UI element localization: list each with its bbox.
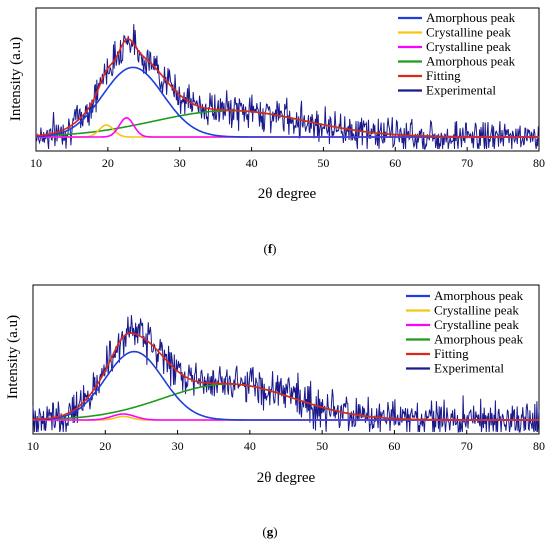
plot-frame	[35, 7, 540, 152]
x-tick-label: 60	[389, 156, 401, 170]
y-axis-label: Intensity (a.u)	[8, 37, 24, 121]
x-ticks: 10 20 30 40 50 60 70 80	[27, 430, 545, 453]
legend-entry: Experimental	[434, 361, 504, 376]
panel-label: (f)	[263, 241, 276, 256]
curves	[35, 24, 540, 150]
x-axis-label: 2θ degree	[257, 470, 316, 486]
legend-entry: Fitting	[434, 346, 469, 361]
panel-label: (g)	[262, 524, 277, 539]
x-tick-label: 80	[533, 439, 545, 453]
x-tick-label: 70	[461, 156, 473, 170]
legend-entry: Amorphous peak	[434, 288, 524, 303]
legend-entry: Amorphous peak	[426, 10, 516, 25]
x-axis-label: 2θ degree	[258, 186, 317, 202]
x-ticks: 10 20 30 40 50 60 70 80	[30, 147, 545, 170]
x-tick-label: 40	[244, 439, 256, 453]
x-tick-label: 50	[317, 156, 329, 170]
x-tick-label: 10	[27, 439, 39, 453]
y-axis-label: Intensity (a.u)	[5, 315, 21, 399]
x-tick-label: 30	[172, 439, 184, 453]
x-tick-label: 60	[388, 439, 400, 453]
x-tick-label: 30	[174, 156, 186, 170]
series-line-fitting	[32, 332, 539, 421]
x-tick-label: 20	[102, 156, 114, 170]
legend-entry: Crystalline peak	[434, 317, 519, 332]
x-tick-label: 80	[533, 156, 545, 170]
x-tick-label: 10	[30, 156, 42, 170]
x-tick-label: 20	[99, 439, 111, 453]
x-tick-label: 70	[461, 439, 473, 453]
legend-entry: Fitting	[426, 68, 461, 83]
chart-panel-f: 10 20 30 40 50 60 70 80 2θ degree Intensity (a.…	[8, 7, 545, 256]
series-line-experimental	[32, 314, 540, 433]
legend-entry: Amorphous peak	[434, 332, 524, 347]
curves	[32, 314, 540, 433]
series-line-experimental	[35, 24, 540, 150]
legend-entry: Crystalline peak	[426, 25, 511, 40]
legend-entry: Crystalline peak	[426, 39, 511, 54]
x-tick-label: 40	[246, 156, 258, 170]
legend-entry: Amorphous peak	[426, 54, 516, 69]
plot-frame	[32, 284, 540, 435]
series-line-fitting	[35, 37, 539, 138]
chart-panel-g: 10 20 30 40 50 60 70 80 2θ degree Intensity (a.…	[5, 284, 545, 539]
legend-entry: Crystalline peak	[434, 303, 519, 318]
legend-entry: Experimental	[426, 83, 496, 98]
x-tick-label: 50	[316, 439, 328, 453]
